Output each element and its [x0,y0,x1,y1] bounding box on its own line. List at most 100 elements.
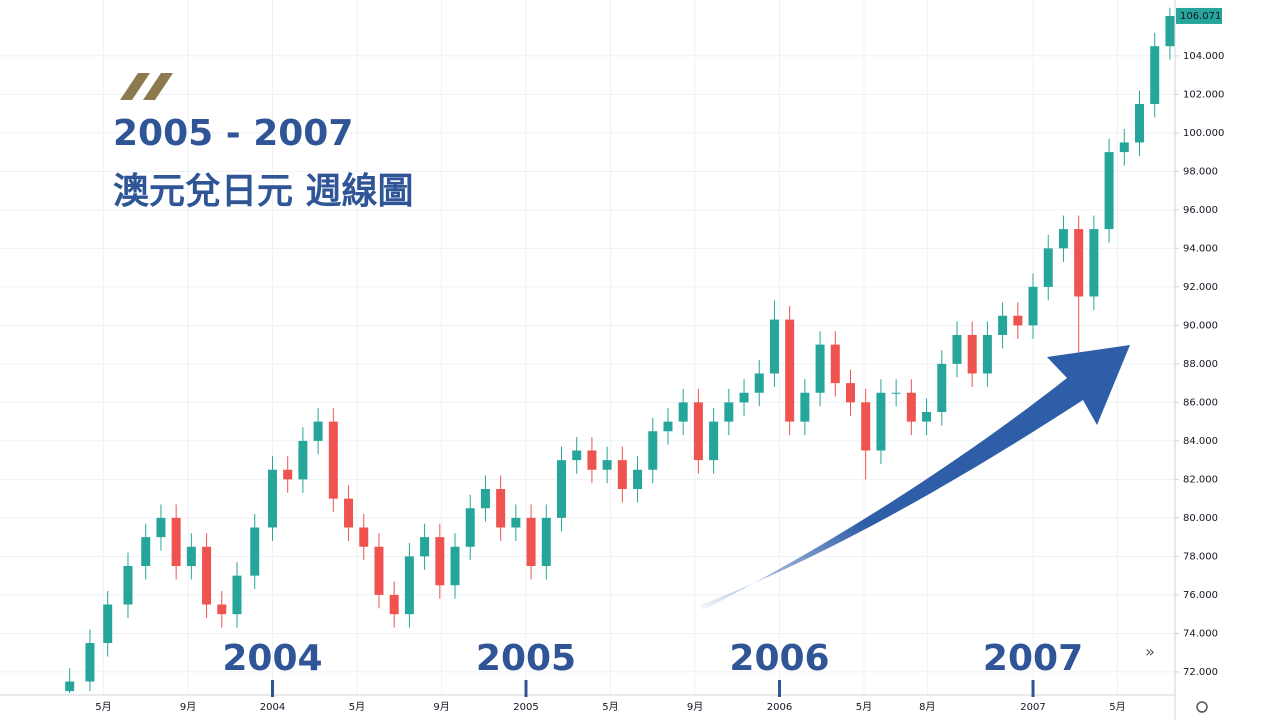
candle-body [861,402,871,451]
candle-body [922,411,932,422]
candle-body [298,440,308,480]
candle-body [141,537,151,567]
candle-body [906,392,916,422]
y-tick-label: 104.000 [1183,51,1224,62]
x-tick-label: 2007 [1020,702,1045,713]
settings-icon[interactable] [1196,701,1208,713]
y-tick-label: 74.000 [1183,628,1218,639]
candle-body [202,546,212,605]
chart-title: 2005 - 2007 [113,113,353,154]
y-tick-label: 72.000 [1183,667,1218,678]
candle-body [663,421,673,432]
candle-body [420,537,430,557]
candle-body [156,517,166,538]
candle-body [982,334,992,374]
candle-body [633,469,643,490]
candle-body [648,431,658,470]
candle-body [556,460,566,518]
candle-body [693,402,703,461]
candle-body [602,460,612,470]
y-tick-label: 76.000 [1183,590,1218,601]
candle-body [435,537,445,586]
candle-body [359,527,369,547]
y-tick-label: 84.000 [1183,436,1218,447]
candle-body [952,334,962,364]
candle-body [1058,229,1068,249]
candle-body [123,566,133,605]
candle-body [344,498,354,528]
candle-body [800,392,810,422]
candle-body [1104,152,1114,230]
candle-body [511,517,521,528]
candle-body [678,402,688,422]
candle-body [465,508,475,547]
y-tick-label: 102.000 [1183,89,1224,100]
y-tick-label: 88.000 [1183,359,1218,370]
candle-body [617,460,627,490]
chart-subtitle: 澳元兌日元 週線圖 [113,171,414,212]
last-price-box [1176,7,1222,24]
candle-body [496,489,506,528]
candle-body [186,546,196,567]
x-tick-label: 5月 [95,701,111,713]
x-tick-label: 2005 [513,702,538,713]
candle-body [587,450,597,470]
year-label: 2006 [729,638,829,679]
candle-body [785,319,795,422]
year-label: 2007 [983,638,1083,679]
candle-body [1074,229,1084,297]
y-tick-label: 86.000 [1183,397,1218,408]
candle-body [1165,15,1175,47]
y-tick-label: 82.000 [1183,474,1218,485]
candle-body [1119,142,1129,153]
x-tick-label: 5月 [856,701,872,713]
candle-body [1028,286,1038,326]
candle-body [232,575,242,615]
y-tick-label: 94.000 [1183,243,1218,254]
x-tick-label: 5月 [1109,701,1125,713]
candle-body [830,344,840,384]
candle-body [572,450,582,461]
candle-body [739,392,749,403]
scroll-button[interactable]: » [1145,642,1155,661]
last-price-label: 106.071 [1180,11,1221,22]
y-tick-label: 80.000 [1183,513,1218,524]
candle-body [250,527,260,576]
candle-body [65,681,75,692]
year-label: 2005 [476,638,576,679]
candle-body [998,315,1008,335]
candle-body [313,421,323,441]
candle-body [937,363,947,412]
candle-body [967,334,977,374]
candle-body [541,517,551,567]
candle-body [450,546,460,586]
candle-body [480,489,490,509]
y-tick-label: 98.000 [1183,166,1218,177]
candle-body [815,344,825,393]
candle-body [1013,315,1023,326]
y-tick-label: 90.000 [1183,320,1218,331]
year-label: 2004 [222,638,322,679]
x-tick-label: 9月 [433,701,449,713]
candle-body [1150,46,1160,104]
candle-body [1089,229,1099,297]
x-tick-label: 9月 [687,701,703,713]
candle-body [846,383,856,403]
candle-body [283,469,293,480]
candle-body [389,594,399,615]
y-tick-label: 100.000 [1183,128,1224,139]
x-tick-label: 9月 [180,701,196,713]
x-tick-label: 2004 [260,702,285,713]
candle-body [876,392,886,451]
logo-slashes [120,73,173,100]
candle-body [526,517,536,567]
candle-body [171,517,181,567]
x-tick-label: 8月 [919,701,935,713]
candle-body [267,469,277,528]
candle-body [103,604,113,644]
candle-body [374,546,384,595]
x-tick-label: 2006 [767,702,792,713]
candle-body [328,421,338,499]
candle-body [1043,248,1053,287]
